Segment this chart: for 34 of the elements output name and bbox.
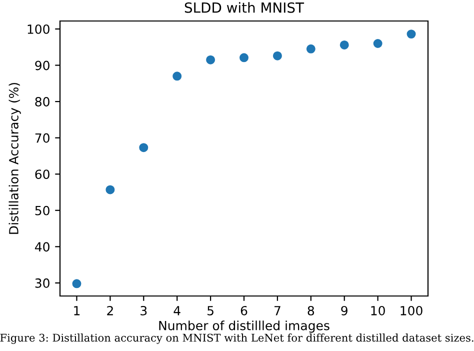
point bbox=[72, 279, 82, 288]
point bbox=[340, 40, 349, 50]
y-tick-label: 100 bbox=[28, 24, 50, 34]
point bbox=[139, 143, 148, 152]
y-tick-label: 30 bbox=[35, 278, 50, 288]
point bbox=[406, 30, 416, 39]
x-tick-label: 3 bbox=[140, 306, 147, 316]
chart-title: SLDD with MNIST bbox=[184, 2, 304, 13]
point bbox=[306, 44, 316, 54]
point bbox=[272, 51, 282, 60]
caption: Figure 3: Distillation accuracy on MNIST with LeNet for different distilled dataset sizes. bbox=[0, 334, 474, 344]
y-tick-label: 80 bbox=[35, 97, 50, 106]
y-tick-label: 90 bbox=[35, 60, 50, 70]
y-axis-title: Distillation Accuracy (%) bbox=[8, 82, 21, 234]
x-tick-label: 2 bbox=[107, 306, 113, 316]
point bbox=[206, 55, 216, 64]
x-tick-label: 7 bbox=[274, 306, 280, 316]
x-tick-label: 6 bbox=[240, 306, 248, 316]
point bbox=[172, 72, 182, 81]
point bbox=[240, 53, 248, 62]
x-tick-label: 5 bbox=[208, 306, 214, 316]
y-tick-label: 50 bbox=[35, 206, 50, 216]
y-tick-label: 60 bbox=[35, 170, 50, 180]
point bbox=[373, 38, 382, 48]
x-tick-label: 4 bbox=[174, 306, 180, 316]
point bbox=[106, 185, 115, 194]
x-tick-label: 100 bbox=[400, 306, 422, 316]
y-tick-label: 40 bbox=[34, 242, 50, 252]
x-tick-label: 1 bbox=[74, 306, 80, 316]
x-tick-label: 9 bbox=[341, 306, 348, 316]
y-tick-label: 70 bbox=[35, 133, 50, 143]
x-axis-title: Number of distillled images bbox=[159, 320, 330, 333]
x-tick-label: 8 bbox=[308, 306, 314, 316]
x-tick-label: 10 bbox=[371, 306, 385, 316]
